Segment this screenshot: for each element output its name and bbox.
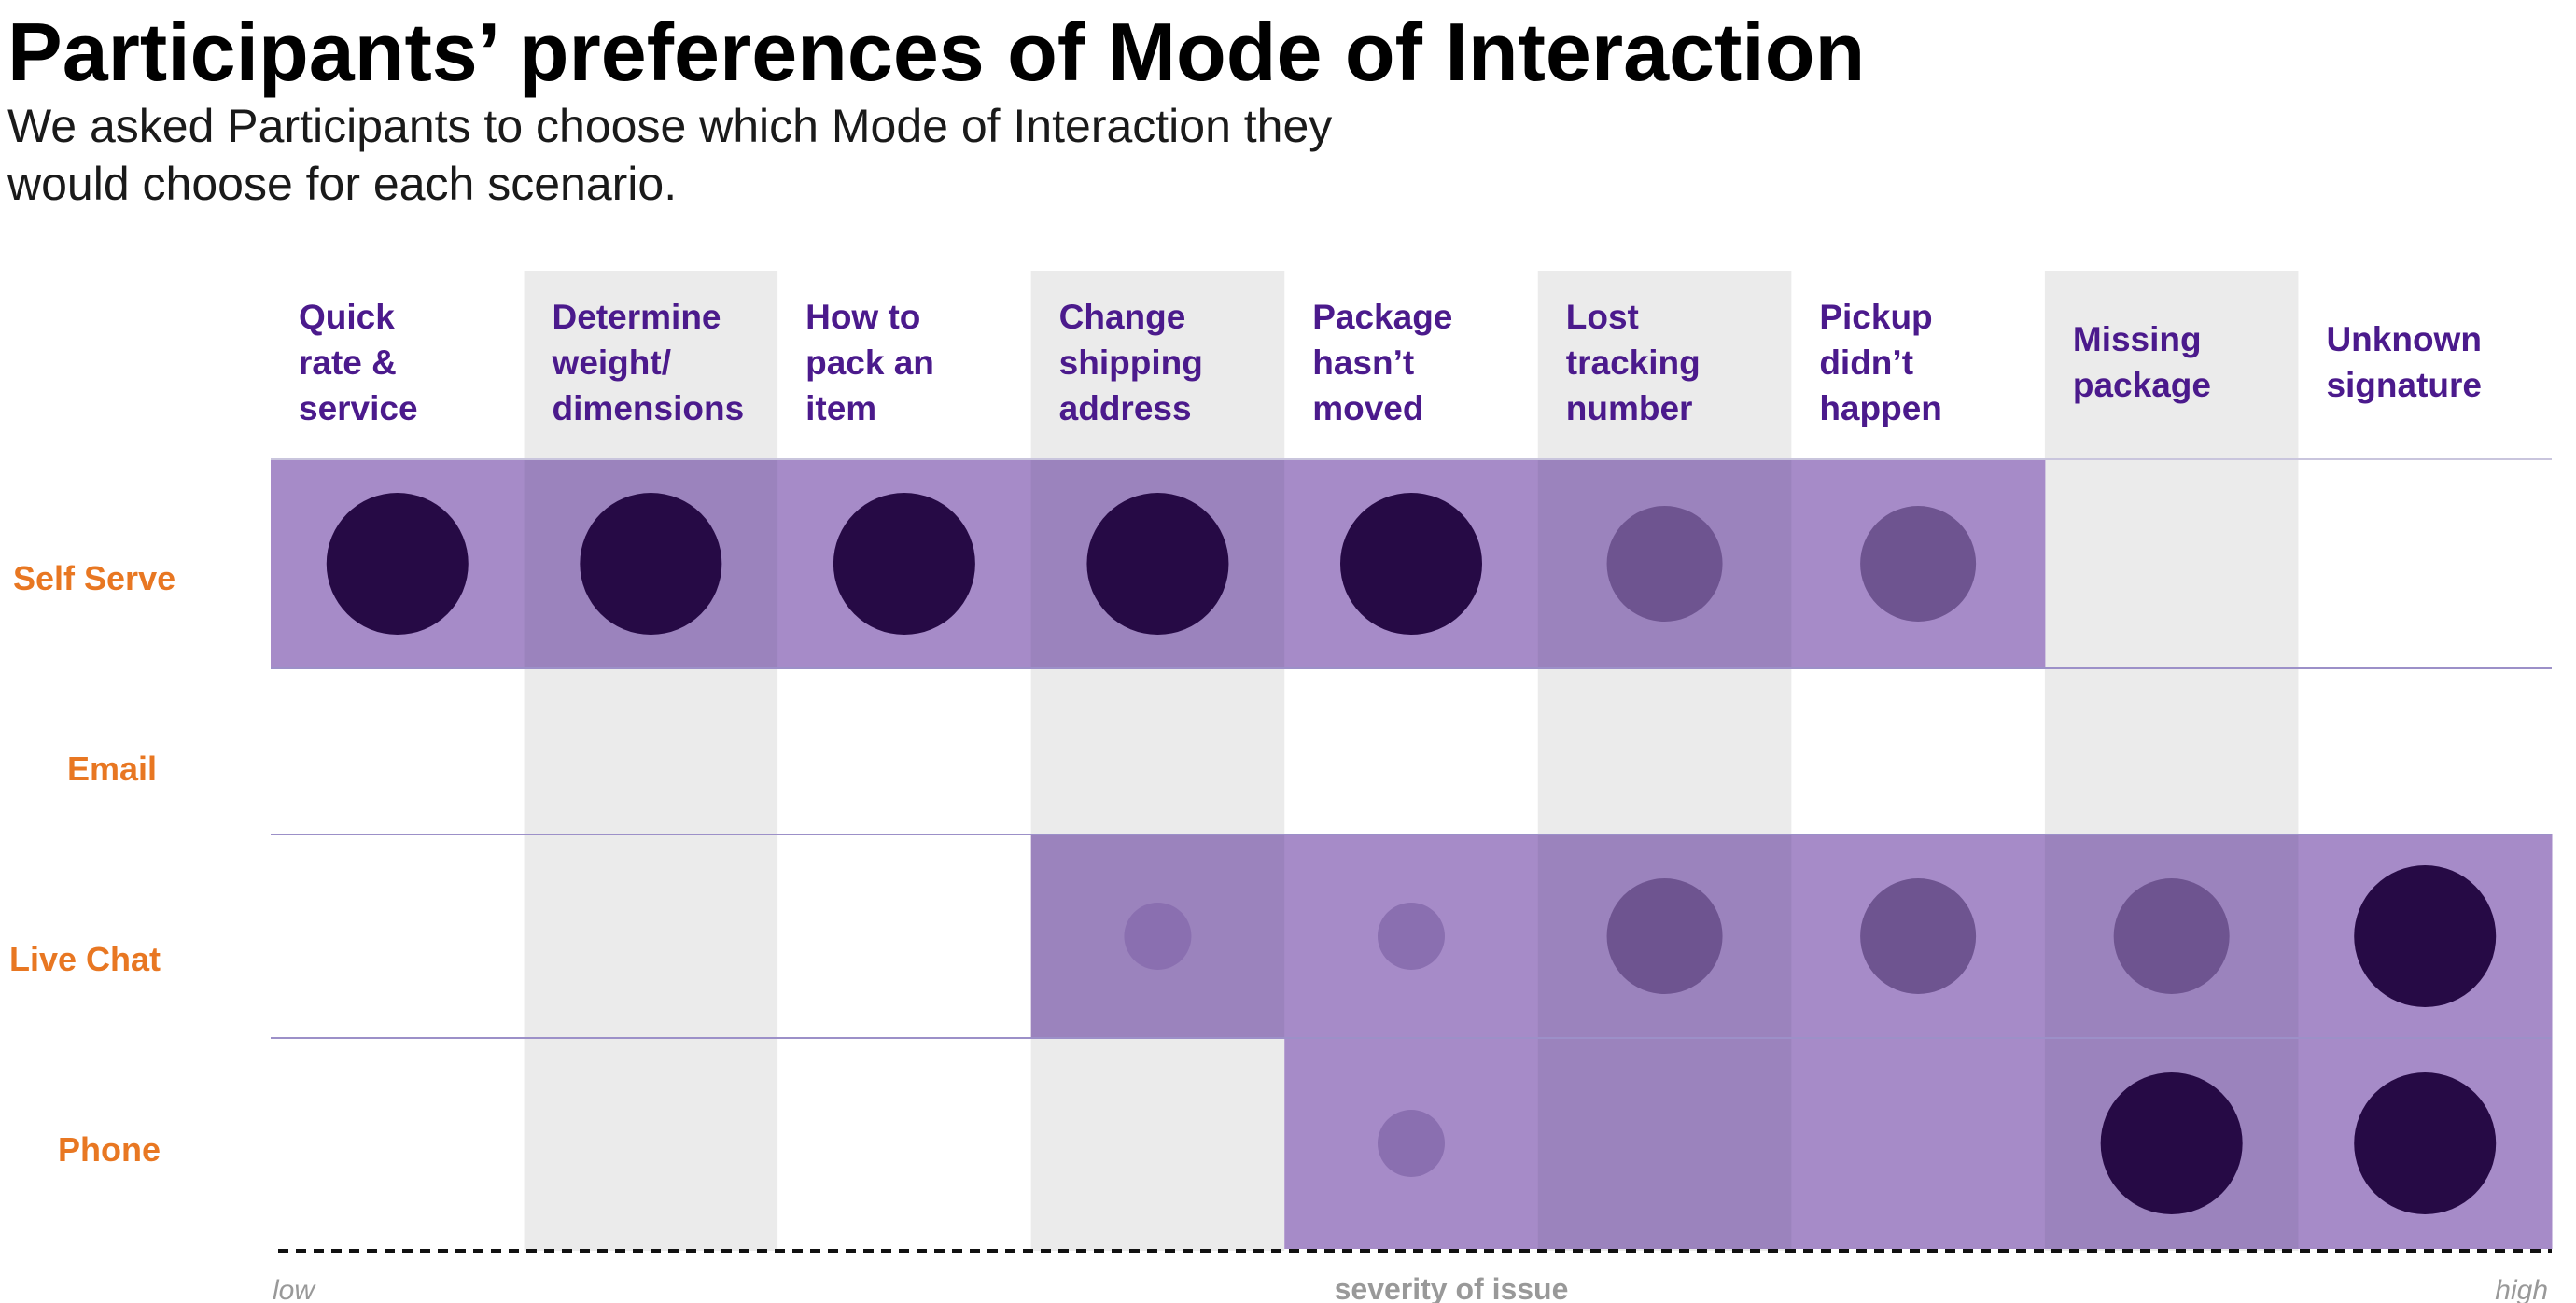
preference-bubble [1606,506,1723,622]
column-label: Missing package [2073,320,2211,404]
column-label-line: Lost [1566,298,1639,336]
column-label-line: signature [2326,366,2482,404]
column-label: Determine weight/dimensions [552,298,745,427]
preference-bubble [1340,493,1482,635]
column-label-line: Unknown [2326,320,2481,358]
preference-bubble [2113,878,2230,994]
column-label-line: Change [1059,298,1186,336]
column-label: Package hasn’t moved [1312,298,1452,427]
column-label-line: happen [1819,389,1942,427]
axis-low-label: low [273,1275,316,1303]
column-label-line: dimensions [553,389,745,427]
column-label-line: hasn’t [1312,343,1414,382]
preference-bubble [1086,493,1229,635]
preference-bubble [1860,506,1977,622]
preference-bubble [833,493,975,635]
preference-bubble [1606,878,1723,994]
row-label: Phone [58,1130,161,1169]
column-label-line: didn’t [1819,343,1913,382]
preference-bubble [1124,903,1192,970]
column-label: Lost tracking number [1566,298,1701,427]
axis-high-label: high [2495,1275,2548,1303]
column-label-line: address [1059,389,1192,427]
column-label-line: item [805,389,876,427]
column-label-line: Package [1312,298,1452,336]
column-label: How to pack an item [805,298,934,427]
row-label: Self Serve [13,559,175,597]
preference-bubble [2100,1072,2243,1214]
column-label: Quick rate & service [299,298,418,427]
row-label: Live Chat [9,940,161,978]
row-band-cell [1537,1038,1792,1249]
column-label-line: rate & [299,343,397,382]
column-label-line: number [1566,389,1693,427]
column-label-line: Pickup [1819,298,1932,336]
preference-bubble [2354,1072,2497,1214]
column-label-line: moved [1312,389,1423,427]
column-label-line: weight/ [552,343,671,382]
chart-subtitle: We asked Participants to choose which Mo… [7,100,1333,210]
column-label-line: Quick [299,298,395,336]
column-label-line: package [2073,366,2211,404]
chart-title: Participants’ preferences of Mode of Int… [7,6,1866,98]
preference-bubble [1860,878,1977,994]
column-label: Pickup didn’t happen [1819,298,1942,427]
column-label: Change shipping address [1059,298,1203,427]
preference-bubble [2354,865,2497,1007]
column-shade [1030,271,1285,1251]
column-label-line: Missing [2073,320,2202,358]
preference-bubble [1378,903,1445,970]
column-label-line: tracking [1566,343,1701,382]
preference-bubble [1378,1110,1445,1177]
column-shade [524,271,778,1251]
column-label-line: service [299,389,418,427]
column-label-line: How to [805,298,920,336]
preference-bubble [580,493,722,635]
column-label-line: Determine [553,298,721,336]
x-axis-title: severity of issue [1335,1272,1569,1303]
column-label-line: shipping [1059,343,1203,382]
preference-bubble [326,493,469,635]
row-band-cell [1791,1038,2046,1249]
row-label: Email [67,750,157,788]
column-label: Unknown signature [2326,320,2482,404]
column-label-line: pack an [805,343,934,382]
